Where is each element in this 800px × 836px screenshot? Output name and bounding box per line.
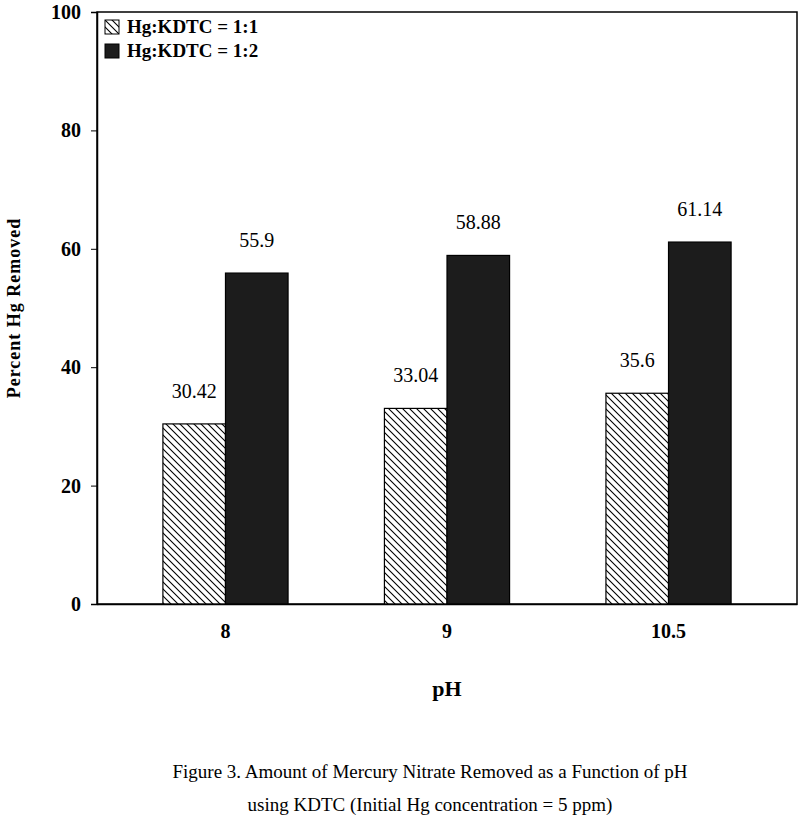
legend-swatch bbox=[105, 20, 119, 34]
data-label: 30.42 bbox=[172, 380, 217, 402]
x-tick-label: 9 bbox=[442, 620, 452, 642]
data-label: 35.6 bbox=[620, 349, 655, 371]
y-tick-mark bbox=[91, 604, 97, 605]
y-tick: 40 bbox=[61, 356, 97, 378]
legend-label: Hg:KDTC = 1:2 bbox=[127, 40, 258, 61]
x-axis-title: pH bbox=[432, 676, 461, 701]
legend-swatch bbox=[105, 44, 119, 58]
x-axis-line bbox=[98, 604, 798, 606]
plot-frame bbox=[97, 12, 797, 604]
y-tick-label: 100 bbox=[51, 1, 81, 23]
legend-label: Hg:KDTC = 1:1 bbox=[127, 16, 258, 37]
y-tick-mark bbox=[91, 249, 97, 250]
bar bbox=[606, 393, 669, 604]
data-labels: 30.42 33.04 35.6 55.9 58.88 61.14 bbox=[172, 198, 723, 402]
y-tick-label: 80 bbox=[61, 119, 81, 141]
y-axis: 0 20 40 60 80 100 bbox=[51, 1, 98, 615]
bar bbox=[384, 408, 447, 604]
y-tick-label: 20 bbox=[61, 475, 81, 497]
y-tick-label: 0 bbox=[71, 593, 81, 615]
bar bbox=[163, 424, 226, 604]
y-tick-label: 60 bbox=[61, 238, 81, 260]
y-tick: 80 bbox=[61, 119, 97, 141]
legend-item: Hg:KDTC = 1:2 bbox=[105, 40, 258, 61]
bars bbox=[163, 242, 731, 604]
y-tick: 20 bbox=[61, 475, 97, 497]
x-tick-label: 10.5 bbox=[651, 620, 686, 642]
bar bbox=[447, 255, 510, 604]
y-axis-title: Percent Hg Removed bbox=[4, 218, 24, 399]
x-tick: 8 bbox=[220, 604, 230, 642]
chart: 30.42 33.04 35.6 55.9 58.88 61.14 0 20 40 60 80 100… bbox=[0, 0, 800, 836]
y-tick: 60 bbox=[61, 238, 97, 260]
y-tick-label: 40 bbox=[61, 356, 81, 378]
y-tick: 0 bbox=[71, 593, 97, 615]
x-axis: 8 9 10.5 bbox=[98, 604, 798, 642]
data-label: 33.04 bbox=[393, 364, 438, 386]
chart-title: Figure 3. Amount of Mercury Nitrate Remo… bbox=[172, 761, 687, 816]
y-tick-mark bbox=[91, 12, 97, 13]
bar bbox=[225, 273, 288, 604]
data-label: 55.9 bbox=[239, 229, 274, 251]
x-tick: 9 bbox=[442, 604, 452, 642]
y-tick: 100 bbox=[51, 1, 97, 23]
data-label: 58.88 bbox=[456, 211, 501, 233]
x-tick-label: 8 bbox=[220, 620, 230, 642]
legend-item: Hg:KDTC = 1:1 bbox=[105, 16, 258, 37]
bar bbox=[669, 242, 732, 604]
y-tick-mark bbox=[91, 130, 97, 131]
legend: Hg:KDTC = 1:1 Hg:KDTC = 1:2 bbox=[105, 16, 258, 61]
x-tick: 10.5 bbox=[651, 604, 686, 642]
y-tick-mark bbox=[91, 367, 97, 368]
plot: 30.42 33.04 35.6 55.9 58.88 61.14 0 20 40 60 80 100… bbox=[51, 1, 798, 642]
data-label: 61.14 bbox=[677, 198, 722, 220]
y-axis-line bbox=[91, 13, 98, 605]
y-tick-mark bbox=[91, 486, 97, 487]
